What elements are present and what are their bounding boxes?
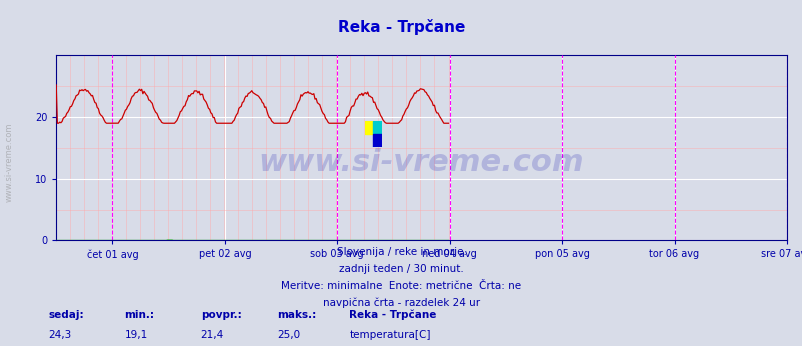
Text: povpr.:: povpr.: <box>200 310 241 320</box>
Text: 25,0: 25,0 <box>277 330 300 340</box>
Text: maks.:: maks.: <box>277 310 316 320</box>
Text: www.si-vreme.com: www.si-vreme.com <box>5 123 14 202</box>
Text: 21,4: 21,4 <box>200 330 224 340</box>
Text: zadnji teden / 30 minut.: zadnji teden / 30 minut. <box>338 264 464 274</box>
Text: 24,3: 24,3 <box>48 330 71 340</box>
Text: navpična črta - razdelek 24 ur: navpična črta - razdelek 24 ur <box>322 297 480 308</box>
Text: Reka - Trpčane: Reka - Trpčane <box>349 310 436 320</box>
Bar <box>364 121 373 134</box>
Text: 19,1: 19,1 <box>124 330 148 340</box>
Bar <box>373 121 382 134</box>
Text: Meritve: minimalne  Enote: metrične  Črta: ne: Meritve: minimalne Enote: metrične Črta:… <box>281 281 521 291</box>
Text: Reka - Trpčane: Reka - Trpčane <box>338 19 464 35</box>
Bar <box>373 134 382 147</box>
Text: www.si-vreme.com: www.si-vreme.com <box>258 148 584 177</box>
Text: sedaj:: sedaj: <box>48 310 83 320</box>
Text: min.:: min.: <box>124 310 154 320</box>
Text: temperatura[C]: temperatura[C] <box>349 330 430 340</box>
Text: Slovenija / reke in morje.: Slovenija / reke in morje. <box>336 247 466 257</box>
